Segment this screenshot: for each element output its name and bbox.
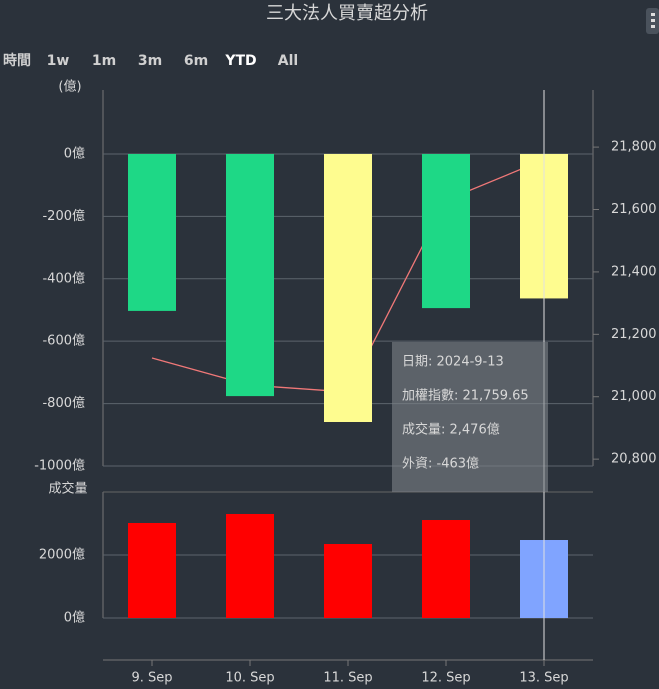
volume-bar xyxy=(422,520,470,618)
y-tick-label: -800億 xyxy=(42,395,85,411)
tooltip: 日期: 2024-9-13 加權指數: 21,759.65 成交量: 2,476億外… xyxy=(392,342,548,492)
menu-icon xyxy=(651,19,655,22)
y2-tick-label: 21,200 xyxy=(611,327,657,342)
volume-tick-label: 2000億 xyxy=(39,547,85,563)
x-tick-label: 10. Sep xyxy=(225,671,274,686)
menu-icon xyxy=(651,13,655,16)
range-button[interactable]: All xyxy=(278,53,298,69)
chart-title: 三大法人買賣超分析 xyxy=(266,3,428,24)
volume-axis-label: 成交量 xyxy=(48,481,87,497)
tooltip-box xyxy=(392,342,548,492)
x-tick-label: 11. Sep xyxy=(323,671,372,686)
tooltip-line: 日期: 2024-9-13 xyxy=(402,355,504,370)
x-tick-label: 13. Sep xyxy=(519,671,568,686)
bar xyxy=(226,153,274,397)
y-tick-label: 0億 xyxy=(64,145,85,161)
y-axis-label: (億) xyxy=(58,79,81,95)
range-button[interactable]: 1m xyxy=(92,53,116,69)
tooltip-line: 加權指數: 21,759.65 xyxy=(402,389,529,404)
y-tick-label: -600億 xyxy=(42,333,85,349)
range-button[interactable]: 1w xyxy=(47,53,70,69)
range-button[interactable]: YTD xyxy=(224,53,256,69)
tooltip-line: 外資: -463億 xyxy=(402,456,479,472)
x-tick-label: 9. Sep xyxy=(131,671,172,686)
y-tick-label: -1000億 xyxy=(34,458,85,474)
volume-bar xyxy=(128,522,176,618)
y-tick-label: -400億 xyxy=(42,270,85,286)
volume-bar xyxy=(324,544,372,618)
y2-tick-label: 21,600 xyxy=(611,202,657,217)
range-button[interactable]: 3m xyxy=(138,53,162,69)
y2-tick-label: 21,400 xyxy=(611,264,657,279)
bar xyxy=(422,153,470,309)
y2-tick-label: 21,000 xyxy=(611,389,657,404)
menu-icon xyxy=(651,25,655,28)
bar xyxy=(128,153,176,311)
volume-bar xyxy=(226,513,274,618)
volume-tick-label: 0億 xyxy=(64,610,85,626)
range-label: 時間 xyxy=(3,52,31,69)
y-tick-label: -200億 xyxy=(42,208,85,224)
x-tick-label: 12. Sep xyxy=(421,671,470,686)
bar xyxy=(324,153,372,423)
y2-tick-label: 21,800 xyxy=(611,140,657,155)
tooltip-line: 成交量: 2,476億 xyxy=(402,422,500,438)
y2-tick-label: 20,800 xyxy=(611,452,657,467)
range-button[interactable]: 6m xyxy=(184,53,208,69)
